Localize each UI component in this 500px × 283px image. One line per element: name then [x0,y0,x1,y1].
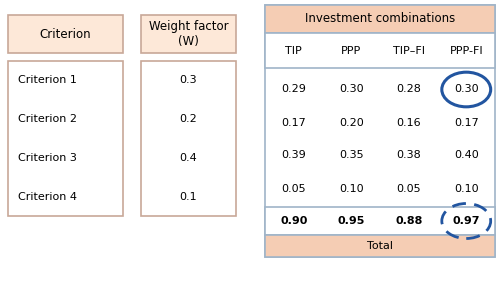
Text: 0.17: 0.17 [282,117,306,128]
Text: 0.28: 0.28 [396,85,421,95]
Text: 0.05: 0.05 [396,183,421,194]
Text: 0.38: 0.38 [396,151,421,160]
Text: 0.95: 0.95 [338,216,365,226]
Text: Weight factor
(W): Weight factor (W) [148,20,228,48]
Text: PPP: PPP [341,46,361,55]
Text: Total: Total [367,241,393,251]
Text: 0.3: 0.3 [180,75,198,85]
Text: Investment combinations: Investment combinations [305,12,455,25]
Bar [141,61,236,216]
Bar [141,15,236,53]
Text: 0.30: 0.30 [339,85,363,95]
Bar [265,5,495,257]
Text: Criterion 2: Criterion 2 [18,114,77,124]
Text: TIP: TIP [286,46,302,55]
Bar [265,207,495,235]
Text: 0.17: 0.17 [454,117,478,128]
Bar [265,5,495,33]
Text: 0.4: 0.4 [180,153,198,163]
Text: Criterion 3: Criterion 3 [18,153,77,163]
Text: 0.10: 0.10 [454,183,478,194]
Text: 0.10: 0.10 [339,183,363,194]
Text: Criterion: Criterion [40,27,92,40]
Text: 0.2: 0.2 [180,114,198,124]
Bar [8,15,123,53]
Text: Criterion 4: Criterion 4 [18,192,77,201]
Bar [265,235,495,257]
Bar [265,33,495,68]
Text: 0.30: 0.30 [454,85,478,95]
Text: 0.16: 0.16 [396,117,421,128]
Text: 0.97: 0.97 [452,216,480,226]
Text: 0.90: 0.90 [280,216,307,226]
Text: 0.05: 0.05 [282,183,306,194]
Text: 0.20: 0.20 [339,117,363,128]
Text: 0.35: 0.35 [339,151,363,160]
Text: 0.88: 0.88 [395,216,422,226]
Bar [8,61,123,216]
Text: 0.39: 0.39 [282,151,306,160]
Text: PPP-FI: PPP-FI [450,46,483,55]
Text: 0.29: 0.29 [282,85,306,95]
Text: Criterion 1: Criterion 1 [18,75,77,85]
Text: 0.40: 0.40 [454,151,478,160]
Text: 0.1: 0.1 [180,192,198,201]
Text: TIP–FI: TIP–FI [393,46,425,55]
